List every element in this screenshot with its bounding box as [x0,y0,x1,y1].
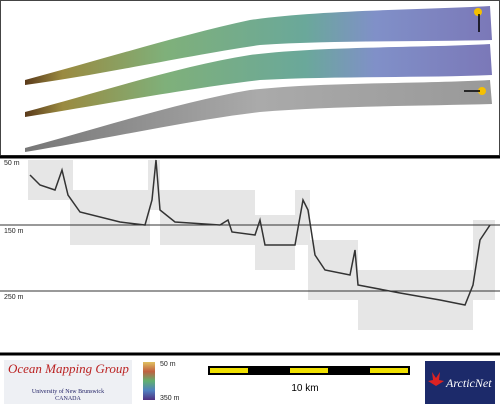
scale-bar-segment [370,368,408,373]
profile-segments [28,160,495,330]
ship-marker [478,87,486,95]
swath-band [25,44,492,117]
maple-leaf [428,372,444,386]
depth-colorbar [143,362,155,400]
ship-marker [474,8,482,16]
scale-label: 10 km [291,383,318,394]
seafloor-profile [29,159,491,306]
depth-label: 250 m [4,294,24,301]
organization: Ocean Mapping Group [8,361,129,376]
omg-logo [4,360,132,404]
scale-bar-segment [290,368,328,373]
depth-label: 150 m [4,228,24,235]
swath-band-backscatter [25,80,492,152]
university: University of New Brunswick [32,388,104,395]
depth-label: 50 m [4,160,20,167]
sponsor: ArcticNet [445,376,492,390]
colorbar-label: 50 m [160,361,176,368]
scale-bar-segment [210,368,248,373]
swath-band [25,6,492,85]
colorbar-label: 350 m [160,395,180,402]
country: CANADA [55,396,81,402]
